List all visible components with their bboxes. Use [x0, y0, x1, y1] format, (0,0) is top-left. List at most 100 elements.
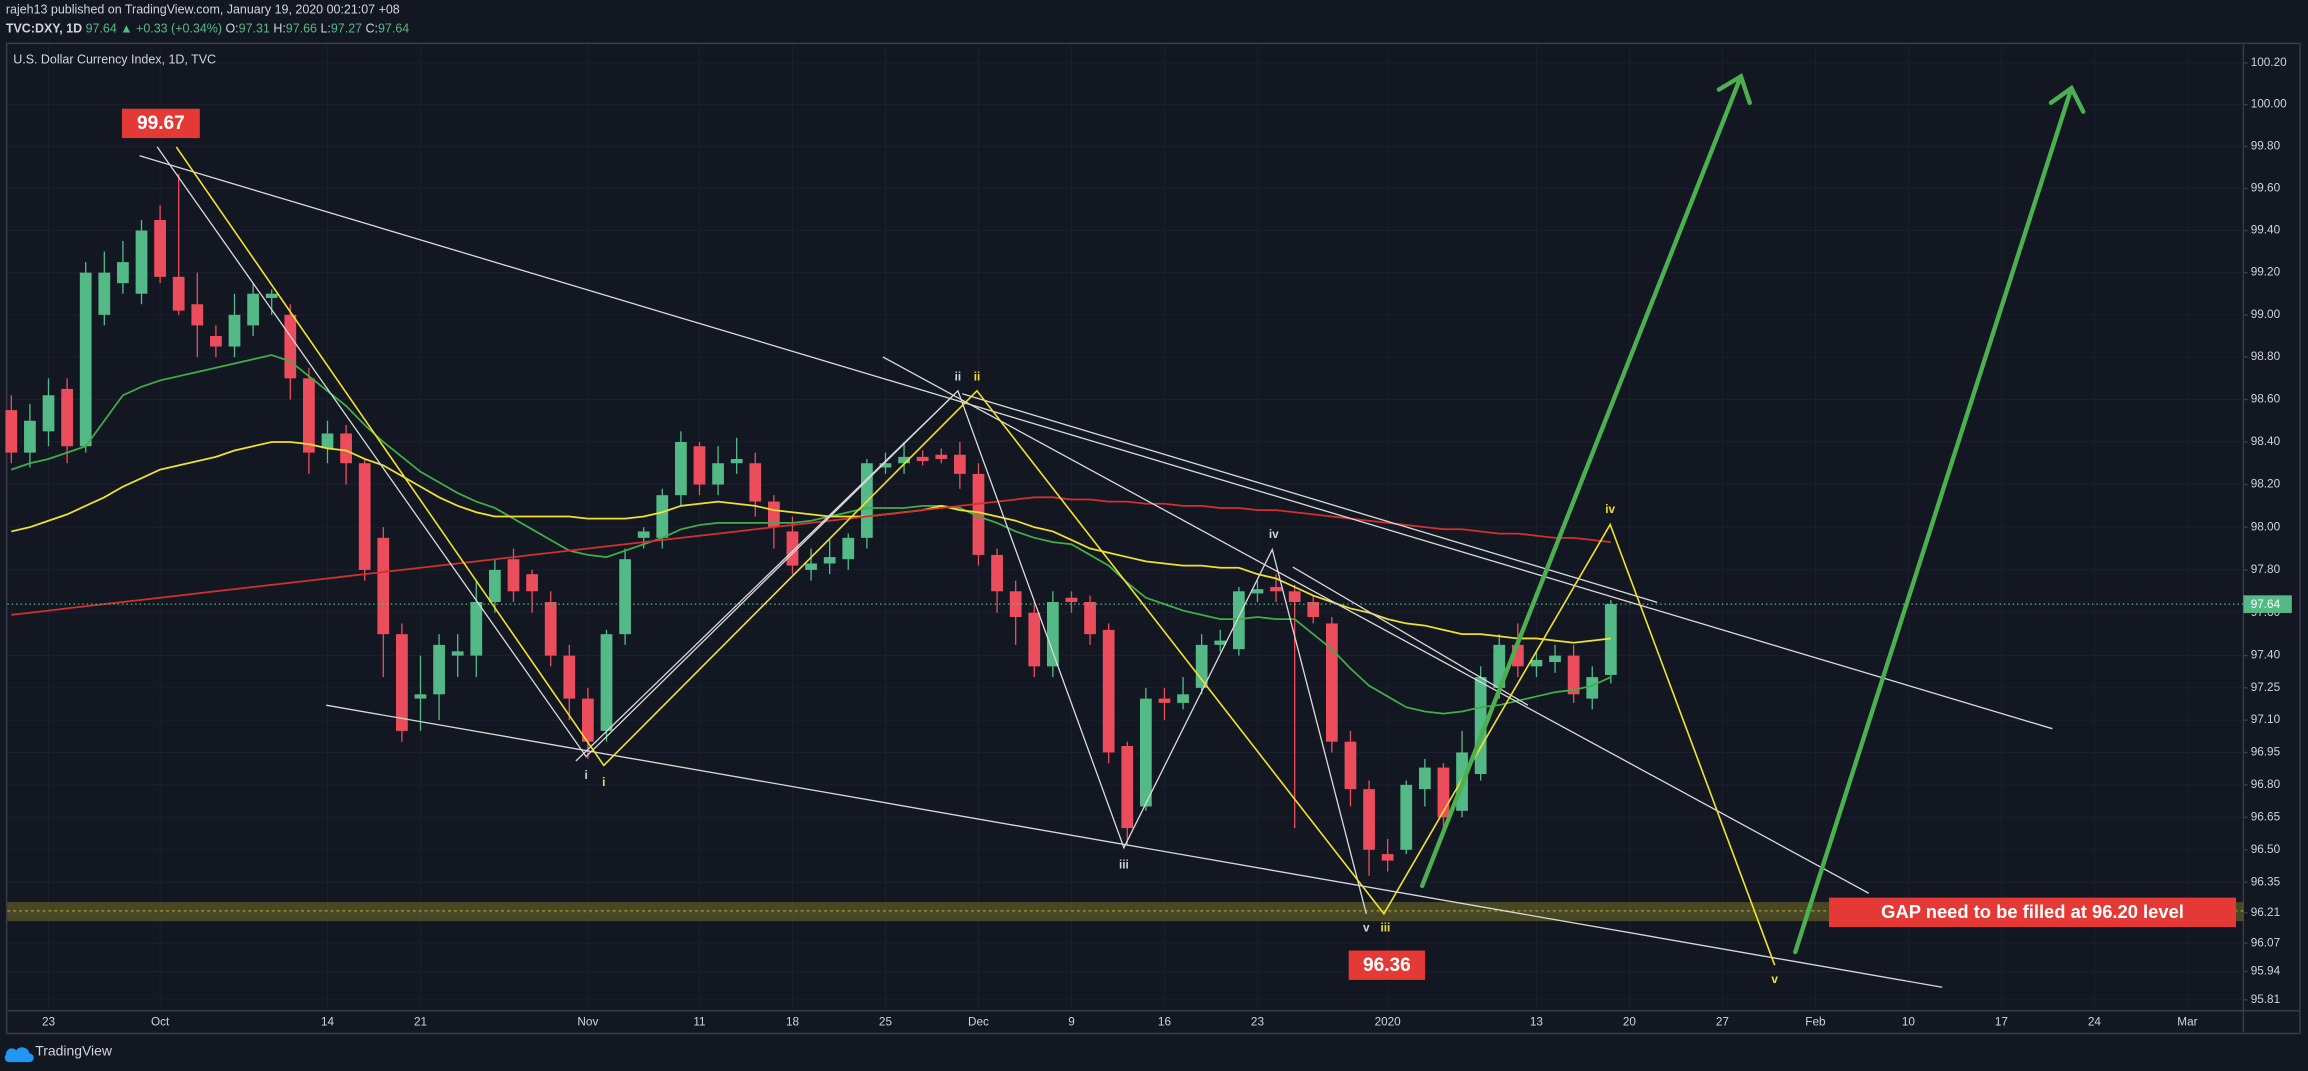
- x-tick-label: 13: [1530, 1016, 1544, 1029]
- green-arrows: [1419, 73, 2086, 955]
- candle-body: [247, 293, 259, 326]
- candle-body: [749, 463, 762, 502]
- y-tick-label: 96.50: [2251, 843, 2281, 856]
- candle-body: [79, 272, 92, 447]
- candle-body: [1084, 601, 1096, 635]
- candle-body: [675, 441, 687, 496]
- candle-body: [1214, 640, 1227, 645]
- candle-body: [656, 495, 669, 538]
- candle-body: [544, 601, 557, 656]
- trendline: [962, 393, 1658, 603]
- symbol: TVC:DXY, 1D: [6, 22, 82, 36]
- candle-body: [991, 554, 1003, 592]
- candle-body: [228, 314, 241, 347]
- candle-body: [1437, 767, 1450, 818]
- candle-body: [98, 272, 111, 315]
- candle-body: [786, 531, 799, 566]
- candle-body: [637, 531, 650, 538]
- candle-body: [619, 559, 631, 635]
- candle-body: [1270, 587, 1282, 592]
- wave-label: iv: [1605, 503, 1615, 516]
- c-label: C:: [366, 22, 378, 36]
- y-tick-label: 98.00: [2251, 520, 2281, 533]
- candle-body: [1530, 659, 1543, 667]
- y-tick-label: 99.80: [2251, 140, 2281, 153]
- candle-body: [24, 420, 36, 453]
- candle-body: [526, 574, 538, 592]
- y-tick-label: 96.21: [2251, 906, 2280, 919]
- candle-body: [172, 276, 185, 311]
- candle-body: [1325, 623, 1338, 742]
- candle-body: [1344, 741, 1357, 790]
- candle-body: [42, 395, 55, 432]
- y-tick-label: 99.40: [2251, 224, 2281, 237]
- candle-body: [135, 230, 148, 294]
- wave-label: i: [585, 769, 588, 782]
- candle-body: [5, 410, 18, 453]
- panel-border: [5, 42, 2301, 1035]
- candle-body: [693, 446, 706, 485]
- x-tick-label: 20: [1623, 1016, 1637, 1029]
- arrow-head: [1716, 73, 1752, 106]
- x-tick-label: 10: [1902, 1016, 1916, 1029]
- x-tick-label: Mar: [2177, 1016, 2197, 1029]
- y-tick-label: 97.80: [2251, 563, 2281, 576]
- x-tick-label: 16: [1158, 1016, 1172, 1029]
- x-tick-label: Oct: [151, 1016, 170, 1029]
- candle-body: [1586, 677, 1599, 699]
- candle-body: [582, 698, 594, 742]
- y-tick-label: 96.65: [2251, 810, 2281, 823]
- x-tick-label: 21: [414, 1016, 427, 1029]
- candle-body: [1549, 655, 1561, 663]
- candle-body: [600, 634, 613, 731]
- o-label: O:: [225, 22, 238, 36]
- candle-body: [1400, 784, 1413, 850]
- wave-label: v: [1771, 973, 1778, 986]
- candle-body: [842, 537, 855, 560]
- wave-label: iii: [1380, 922, 1390, 935]
- l-value: 97.27: [331, 22, 362, 36]
- candle-body: [191, 304, 204, 326]
- c-value: 97.64: [378, 22, 409, 36]
- candle-body: [1139, 698, 1152, 807]
- l-label: L:: [320, 22, 330, 36]
- x-tick-label: 25: [879, 1016, 893, 1029]
- candle-body: [451, 651, 464, 656]
- candle-body: [1251, 589, 1264, 594]
- moving-average: [11, 354, 1612, 715]
- y-tick-label: 99.00: [2251, 308, 2281, 321]
- candle-body: [768, 501, 780, 528]
- candle-body: [1363, 789, 1375, 850]
- series: [5, 173, 2244, 876]
- candle-body: [730, 458, 743, 464]
- candle-body: [1288, 591, 1301, 602]
- y-tick-label: 96.95: [2251, 746, 2281, 759]
- candle-body: [1474, 677, 1487, 775]
- arrow: [1419, 74, 1744, 889]
- o-value: 97.31: [239, 22, 270, 36]
- last-price-label: 97.64: [2251, 598, 2281, 611]
- candle-body: [265, 293, 278, 298]
- x-tick-label: 18: [786, 1016, 800, 1029]
- candle-body: [879, 463, 892, 468]
- candle-body: [1065, 597, 1078, 602]
- wave-label: iv: [1269, 528, 1279, 541]
- candle-body: [712, 463, 724, 485]
- candle-body: [972, 473, 985, 555]
- arrow: [1793, 85, 2074, 955]
- y-tick-label: 96.07: [2251, 936, 2280, 949]
- candle-body: [916, 456, 929, 462]
- y-tick-label: 96.80: [2251, 778, 2281, 791]
- x-tick-label: 2020: [1375, 1016, 1402, 1029]
- candle-body: [1232, 591, 1245, 650]
- low-label-box: [1348, 950, 1426, 980]
- candle-body: [340, 433, 352, 464]
- trendline: [1292, 566, 1529, 706]
- candle-body: [1307, 601, 1320, 617]
- symbol-line: TVC:DXY, 1D 97.64 ▲ +0.33 (+0.34%) O:97.…: [6, 22, 409, 36]
- x-tick-label: 11: [693, 1016, 705, 1029]
- high-label: 99.67: [137, 113, 185, 134]
- chart-title: U.S. Dollar Currency Index, 1D, TVC: [13, 53, 216, 67]
